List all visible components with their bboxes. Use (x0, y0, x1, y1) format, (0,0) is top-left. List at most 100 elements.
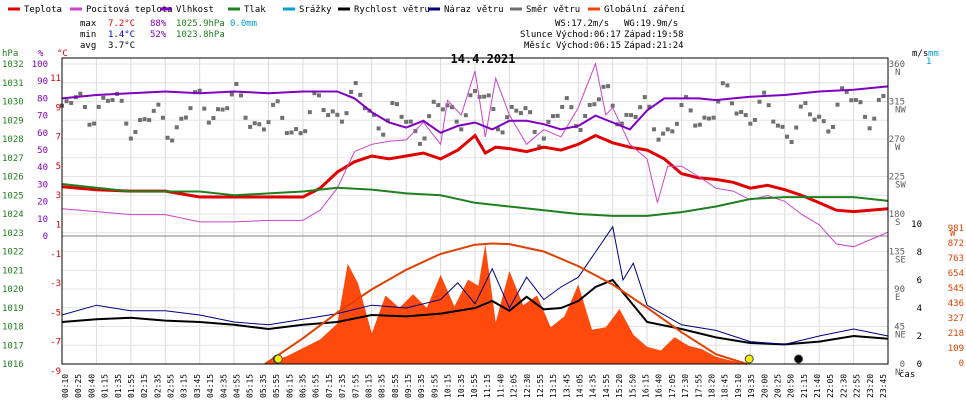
wind-direction-point (216, 107, 221, 112)
wind-direction-point (532, 129, 537, 134)
x-tick-label: 00:25 (74, 374, 83, 398)
y-tick-hum: 70 (37, 112, 48, 122)
y-tick-direction-label: N (895, 68, 900, 78)
wind-direction-point (147, 118, 152, 123)
wind-direction-point (486, 93, 491, 98)
stats-sun-set: Západ:19:58 (624, 30, 684, 40)
x-tick-label: 15:20 (615, 374, 624, 398)
wind-direction-point (674, 121, 679, 126)
wind-direction-point (252, 121, 257, 126)
y-tick-temp: 5 (56, 162, 61, 172)
wind-direction-point (289, 130, 294, 135)
x-tick-label: 12:05 (510, 374, 519, 398)
wind-direction-point (752, 117, 757, 122)
y-tick-hpa: 1016 (2, 360, 24, 370)
wind-direction-point (339, 119, 344, 124)
wind-direction-point (743, 113, 748, 118)
y-tick-hum: 50 (37, 146, 48, 156)
wind-direction-point (165, 135, 170, 140)
y-tick-radiation: 218 (948, 329, 964, 339)
x-tick-label: 09:15 (404, 374, 413, 398)
wind-direction-point (569, 105, 574, 110)
x-tick-label: 17:30 (681, 374, 690, 398)
wind-direction-point (817, 114, 822, 119)
wind-direction-point (133, 129, 138, 134)
x-tick-label: 08:55 (391, 374, 400, 398)
y-tick-wind-speed: 6 (917, 276, 922, 286)
wind-direction-point (284, 131, 289, 136)
y-axis-unit-hum: % (38, 49, 44, 59)
wind-direction-point (248, 124, 253, 129)
stats-min-temp: 1.4°C (108, 30, 135, 40)
wind-direction-point (257, 122, 262, 127)
x-tick-label: 02:55 (167, 374, 176, 398)
y-tick-direction-label: NE (895, 331, 906, 341)
wind-direction-point (225, 106, 230, 111)
x-tick-label: 14:35 (589, 374, 598, 398)
x-tick-label: 08:35 (378, 374, 387, 398)
wind-direction-point (349, 89, 354, 94)
sunrise-marker (273, 354, 283, 364)
wind-direction-point (376, 126, 381, 131)
legend-label: Teplota (24, 5, 62, 15)
x-tick-label: 14:05 (576, 374, 585, 398)
wind-direction-point (211, 116, 216, 121)
wind-direction-point (876, 97, 881, 102)
y-tick-hum: 60 (37, 129, 48, 139)
y-tick-temp: -7 (50, 338, 61, 348)
wind-direction-point (69, 101, 74, 106)
wind-direction-point (422, 136, 427, 141)
wind-direction-point (243, 115, 248, 120)
x-tick-label: 17:55 (694, 374, 703, 398)
x-tick-label: 04:55 (233, 374, 242, 398)
x-tick-label: 19:35 (747, 374, 756, 398)
wind-direction-point (417, 141, 422, 146)
x-tick-label: 18:45 (721, 374, 730, 398)
wind-direction-point (220, 107, 225, 112)
axes: hPa% °C1032103110301029102810271026102510… (2, 49, 964, 398)
stats-sun-label: Slunce (520, 30, 553, 40)
wind-direction-point (849, 98, 854, 103)
y-tick-hpa: 1028 (2, 135, 24, 145)
y-tick-hpa: 1018 (2, 323, 24, 333)
stats-moon-set: Západ:21:24 (624, 41, 684, 51)
y-tick-radiation: 654 (948, 269, 964, 279)
y-tick-hpa: 1023 (2, 229, 24, 239)
y-tick-radiation: 545 (948, 284, 964, 294)
plot-frame (61, 57, 889, 365)
x-tick-label: 06:55 (312, 374, 321, 398)
x-tick-label: 05:15 (246, 374, 255, 398)
y-tick-hpa: 1017 (2, 341, 24, 351)
x-tick-label: 22:05 (826, 374, 835, 398)
wind-direction-point (647, 104, 652, 109)
x-tick-label: 01:55 (127, 374, 136, 398)
series-teoreticke-zareni (264, 242, 748, 365)
stats-max-press: 1025.9hPa (176, 19, 225, 29)
y-tick-hpa: 1019 (2, 304, 24, 314)
wind-direction-point (633, 114, 638, 119)
x-tick-label: 07:35 (338, 374, 347, 398)
y-tick-hpa: 1030 (2, 98, 24, 108)
x-tick-label: 07:15 (325, 374, 334, 398)
wind-direction-point (720, 81, 725, 86)
x-tick-label: 05:35 (259, 374, 268, 398)
legend-label: Vlhkost (176, 5, 214, 15)
x-tick-label: 12:55 (536, 374, 545, 398)
x-tick-label: 00:10 (61, 374, 70, 398)
wind-direction-point (867, 126, 872, 131)
sun-moon-markers (272, 354, 804, 364)
x-tick-label: 22:55 (853, 374, 862, 398)
wind-direction-point (583, 114, 588, 119)
y-tick-direction: 90 (894, 285, 905, 295)
y-tick-hum: 20 (37, 198, 48, 208)
wind-direction-point (785, 134, 790, 139)
wind-direction-point (500, 130, 505, 135)
y-tick-hum: 0 (43, 232, 48, 242)
wind-direction-points (60, 81, 886, 149)
x-tick-label: 08:15 (365, 374, 374, 398)
series-globalni-zareni (265, 244, 744, 364)
wind-direction-point (771, 119, 776, 124)
wind-direction-point (546, 119, 551, 124)
wind-direction-point (454, 119, 459, 124)
wind-direction-point (87, 122, 92, 127)
